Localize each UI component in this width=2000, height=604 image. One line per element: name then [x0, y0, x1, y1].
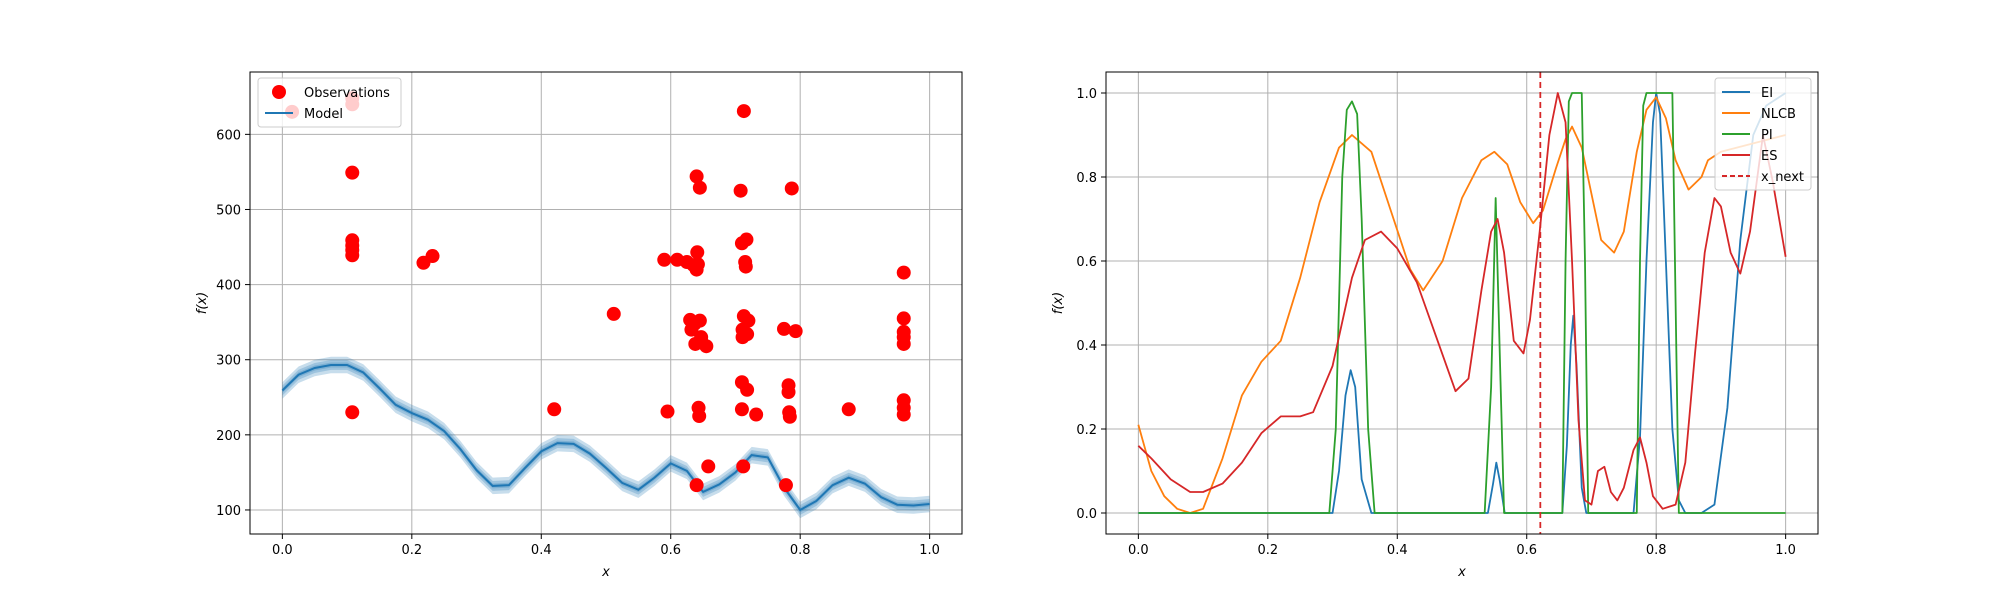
observation-point [689, 169, 704, 184]
left-plot: 0.0 0.2 0.4 0.6 0.8 1.0 100 200 300 400 500 600 x f… [195, 71, 963, 580]
observation-point [547, 402, 562, 417]
right-x-tick-label: 0.0 [1128, 543, 1149, 558]
observation-point [701, 459, 716, 474]
observation-point [734, 402, 749, 417]
observation-point [692, 180, 707, 195]
observation-point [690, 257, 705, 272]
left-y-tick-label: 600 [216, 128, 241, 143]
legend-observations-marker [272, 85, 286, 99]
left-y-tick-label: 500 [216, 203, 241, 218]
observation-point [777, 321, 791, 336]
right-plot-series [1137, 72, 1787, 534]
left-y-tick-label: 100 [216, 504, 241, 519]
legend-es-label: ES [1761, 149, 1777, 164]
observation-point [606, 306, 621, 321]
left-plot-grid [250, 72, 962, 534]
right-plot-grid [1106, 72, 1818, 534]
nlcb-line [1137, 96, 1786, 514]
right-x-tick-label: 0.6 [1516, 543, 1537, 558]
observation-point [781, 385, 796, 400]
left-y-tick-label: 300 [216, 354, 241, 369]
right-legend-box [1714, 77, 1812, 191]
left-y-tick-label: 400 [216, 279, 241, 294]
observation-point [660, 404, 675, 419]
observation-point [689, 478, 704, 493]
observation-point [896, 336, 911, 351]
legend-model-label: Model [304, 107, 343, 122]
left-y-axis-label: f(x) [195, 292, 210, 314]
right-x-tick-label: 0.8 [1646, 543, 1667, 558]
right-y-tick-label: 0.6 [1076, 255, 1097, 270]
observation-point [345, 165, 360, 180]
right-y-tick-label: 0.0 [1076, 507, 1097, 522]
observation-point [740, 382, 755, 397]
observation-point [692, 409, 707, 424]
observation-point [738, 259, 753, 274]
legend-ei-label: EI [1761, 86, 1773, 101]
left-x-tick-label: 0.0 [272, 543, 293, 558]
observation-point [841, 402, 856, 417]
right-x-tick-label: 0.2 [1257, 543, 1278, 558]
legend-observations-label: Observations [304, 86, 390, 101]
observation-point [740, 327, 755, 342]
observation-point [345, 248, 360, 263]
right-plot: 0.0 0.2 0.4 0.6 0.8 1.0 0.0 0.2 0.4 0.6 0.8 1.0 x f… [1051, 71, 1819, 580]
observation-point [699, 339, 714, 354]
right-legend: EI NLCB PI ES x_next [1714, 77, 1812, 191]
right-y-tick-label: 0.2 [1076, 423, 1097, 438]
left-x-tick-label: 0.6 [660, 543, 681, 558]
right-x-axis-label: x [1457, 565, 1466, 580]
legend-nlcb-label: NLCB [1761, 107, 1796, 122]
right-y-tick-label: 1.0 [1076, 87, 1097, 102]
observation-point [896, 265, 911, 280]
observation-point [741, 313, 756, 328]
model-line [281, 363, 930, 512]
left-y-tick-label: 200 [216, 429, 241, 444]
observation-point [778, 478, 793, 493]
observation-point [749, 407, 764, 422]
legend-pi-label: PI [1761, 128, 1773, 143]
right-x-tick-label: 1.0 [1775, 543, 1796, 558]
observation-point [896, 407, 911, 422]
observation-point [345, 405, 360, 420]
right-y-tick-label: 0.8 [1076, 171, 1097, 186]
left-legend: Observations Model [257, 77, 402, 128]
observation-point [690, 245, 705, 260]
observation-point [733, 183, 748, 198]
observation-point [657, 252, 672, 267]
left-x-tick-label: 0.8 [790, 543, 811, 558]
legend-x-next-label: x_next [1761, 170, 1804, 185]
observation-point [692, 313, 707, 328]
left-legend-box [257, 77, 402, 128]
left-plot-ticks: 0.0 0.2 0.4 0.6 0.8 1.0 100 200 300 400 500 600 [216, 128, 940, 558]
left-x-axis-label: x [601, 565, 610, 580]
observation-point [784, 181, 799, 196]
pi-line [1138, 92, 1786, 514]
observation-point [788, 324, 803, 339]
observation-point [736, 104, 751, 119]
left-x-tick-label: 0.4 [531, 543, 552, 558]
right-plot-ticks: 0.0 0.2 0.4 0.6 0.8 1.0 0.0 0.2 0.4 0.6 0.8 1.0 [1076, 87, 1796, 558]
es-line [1137, 92, 1787, 510]
right-y-tick-label: 0.4 [1076, 339, 1097, 354]
right-y-axis-label: f(x) [1051, 292, 1066, 314]
left-x-tick-label: 1.0 [919, 543, 940, 558]
left-x-tick-label: 0.2 [401, 543, 422, 558]
ei-line [1138, 92, 1787, 514]
model-uncertainty-band [282, 356, 930, 519]
left-plot-frame [249, 71, 963, 535]
right-plot-frame [1105, 71, 1819, 535]
observation-point [896, 311, 911, 326]
observation-point [425, 249, 440, 264]
left-plot-series [281, 91, 930, 512]
right-x-tick-label: 0.4 [1387, 543, 1408, 558]
observation-point [782, 409, 797, 424]
observation-point [739, 232, 754, 247]
observation-point [736, 459, 751, 474]
model-band-1 [282, 356, 930, 519]
